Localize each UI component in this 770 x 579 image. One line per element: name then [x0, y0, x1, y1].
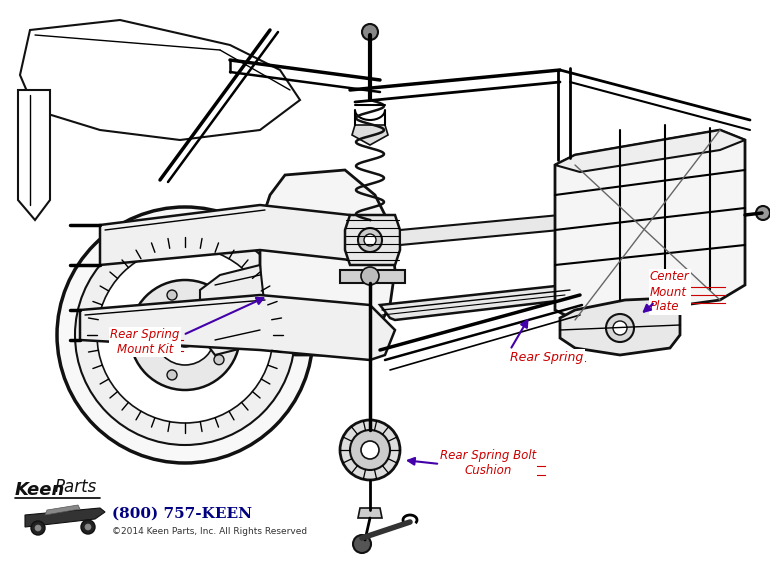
Polygon shape — [45, 505, 80, 515]
Text: ©2014 Keen Parts, Inc. All Rights Reserved: ©2014 Keen Parts, Inc. All Rights Reserv… — [112, 527, 307, 537]
Circle shape — [362, 24, 378, 40]
Circle shape — [31, 521, 45, 535]
Circle shape — [353, 535, 371, 553]
Polygon shape — [352, 125, 388, 145]
Circle shape — [138, 330, 148, 340]
Polygon shape — [340, 270, 405, 283]
Polygon shape — [555, 130, 745, 172]
Polygon shape — [560, 298, 680, 355]
Text: Rear Spring
Mount Kit: Rear Spring Mount Kit — [110, 328, 179, 356]
Text: Parts: Parts — [55, 478, 97, 496]
Circle shape — [340, 420, 400, 480]
Text: Rear Spring Bolt
Cushion: Rear Spring Bolt Cushion — [440, 449, 536, 477]
Polygon shape — [20, 20, 300, 140]
Circle shape — [155, 305, 215, 365]
Circle shape — [350, 430, 390, 470]
Circle shape — [167, 370, 177, 380]
Polygon shape — [200, 265, 265, 355]
Circle shape — [358, 228, 382, 252]
Polygon shape — [18, 90, 50, 220]
Text: Keen: Keen — [15, 481, 65, 499]
Polygon shape — [260, 170, 395, 355]
Polygon shape — [380, 285, 580, 320]
Circle shape — [167, 290, 177, 300]
Polygon shape — [358, 508, 382, 518]
Circle shape — [361, 267, 379, 285]
Circle shape — [613, 321, 627, 335]
Polygon shape — [25, 508, 105, 527]
Circle shape — [364, 234, 376, 246]
Circle shape — [75, 225, 295, 445]
Polygon shape — [555, 130, 745, 320]
Circle shape — [130, 280, 240, 390]
Polygon shape — [100, 205, 380, 265]
Circle shape — [214, 305, 224, 316]
Circle shape — [85, 524, 91, 530]
Circle shape — [97, 247, 273, 423]
Polygon shape — [400, 215, 575, 245]
Circle shape — [361, 441, 379, 459]
Circle shape — [173, 323, 197, 347]
Circle shape — [35, 525, 41, 531]
Text: Center
Mount
Plate: Center Mount Plate — [650, 270, 690, 313]
Polygon shape — [345, 215, 400, 265]
Polygon shape — [80, 295, 395, 360]
Circle shape — [57, 207, 313, 463]
Text: Rear Spring: Rear Spring — [510, 350, 583, 364]
Circle shape — [606, 314, 634, 342]
Circle shape — [81, 520, 95, 534]
Circle shape — [756, 206, 770, 220]
Circle shape — [214, 355, 224, 365]
Text: (800) 757-KEEN: (800) 757-KEEN — [112, 507, 252, 521]
